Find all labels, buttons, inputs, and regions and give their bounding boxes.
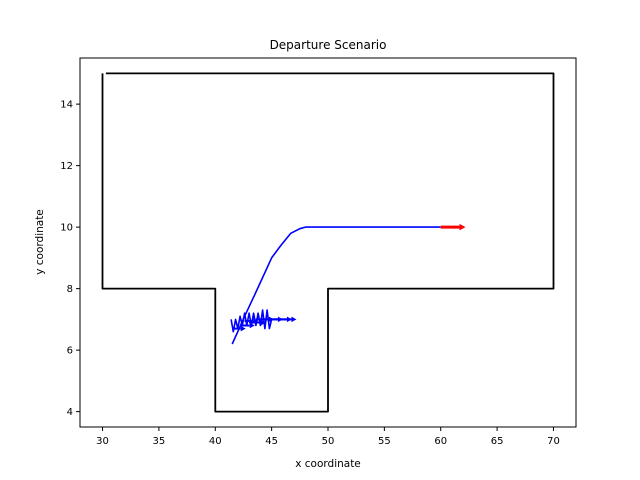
x-tick-label: 55 [378, 436, 391, 447]
y-tick-label: 6 [67, 346, 73, 357]
x-tick-label: 60 [434, 436, 447, 447]
x-tick-label: 45 [265, 436, 278, 447]
heading-arrow [440, 223, 466, 231]
y-tick-label: 10 [60, 223, 73, 234]
y-tick-label: 12 [60, 161, 73, 172]
plot-area [101, 72, 555, 413]
chart-title: Departure Scenario [270, 38, 387, 52]
x-tick-label: 65 [491, 436, 504, 447]
x-tick-label: 70 [547, 436, 560, 447]
heading-arrow [240, 322, 255, 329]
y-axis-label: y coordinate [34, 209, 46, 275]
x-tick-label: 30 [96, 436, 109, 447]
x-tick-label: 35 [153, 436, 166, 447]
y-tick-label: 14 [60, 100, 73, 111]
x-tick-label: 50 [322, 436, 335, 447]
heading-arrow [249, 319, 266, 326]
heading-arrow [232, 325, 246, 332]
y-tick-label: 4 [67, 407, 73, 418]
series-path [231, 226, 441, 345]
y-axis: 4 6 8 10 12 14 [60, 100, 80, 418]
x-axis: 30 35 40 45 50 55 60 65 70 [96, 427, 560, 447]
heading-arrow [273, 316, 297, 323]
series-boundary [101, 72, 555, 413]
y-tick-label: 8 [67, 284, 73, 295]
x-axis-label: x coordinate [295, 458, 361, 470]
x-tick-label: 40 [209, 436, 222, 447]
